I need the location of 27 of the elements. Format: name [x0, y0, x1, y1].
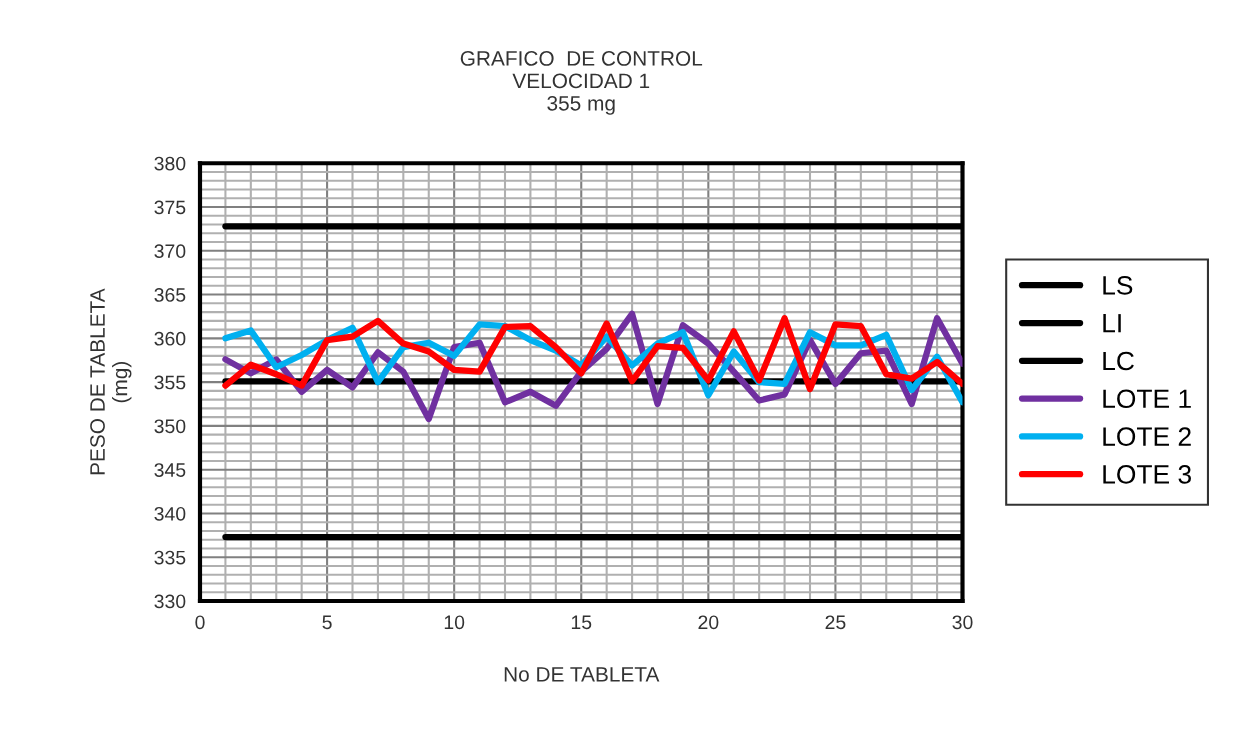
- x-tick-label: 30: [952, 615, 973, 630]
- y-tick-label: 340: [154, 506, 186, 521]
- y-axis-title: PESO DE TABLETA (mg): [90, 288, 132, 475]
- x-tick-label: 15: [571, 615, 592, 630]
- legend-label: LOTE 2: [1103, 427, 1191, 446]
- legend-label: LOTE 1: [1103, 389, 1191, 409]
- y-tick-label: 350: [154, 419, 186, 434]
- y-tick-label: 345: [154, 463, 186, 477]
- y-tick-label: 335: [154, 550, 186, 565]
- legend-label: LOTE 3: [1103, 465, 1191, 484]
- y-tick-label: 370: [154, 244, 186, 259]
- y-tick-label: 375: [154, 200, 186, 215]
- y-tick-label: 330: [154, 594, 186, 609]
- x-tick-label: 20: [698, 615, 719, 630]
- y-tick-label: 380: [154, 156, 186, 171]
- x-tick-label: 10: [444, 615, 465, 630]
- x-tick-label: 0: [195, 615, 205, 630]
- x-tick-label: 5: [322, 615, 332, 630]
- x-tick-label: 25: [825, 615, 846, 630]
- legend-label: LS: [1103, 276, 1133, 295]
- chart-title: GRAFICO DE CONTROL VELOCIDAD 1 355 mg: [460, 51, 703, 115]
- y-tick-label: 360: [154, 331, 186, 346]
- legend-label: LC: [1103, 351, 1134, 371]
- x-axis-title: No DE TABLETA: [504, 667, 660, 682]
- y-tick-label: 355: [154, 375, 186, 390]
- legend-label: LI: [1103, 314, 1121, 333]
- y-tick-label: 365: [154, 288, 186, 302]
